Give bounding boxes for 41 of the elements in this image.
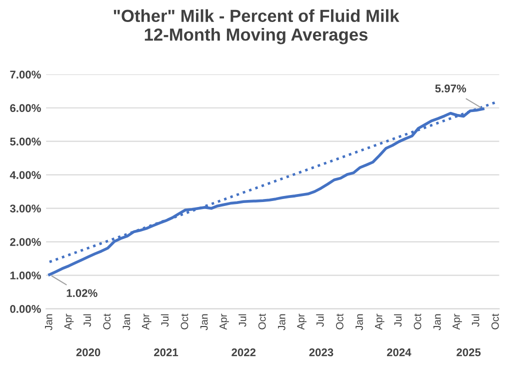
text: 2020 (76, 348, 100, 356)
x-tick-label: Jan (433, 314, 441, 330)
x-tick-label: Jan (45, 314, 52, 330)
text: 2023 (309, 348, 334, 356)
text: 2022 (232, 348, 256, 356)
x-tick-label: Apr (64, 314, 74, 330)
x-tick-label: Apr (142, 314, 152, 330)
x-tick-label: Jul (238, 314, 246, 327)
x-tick-label: Jul (160, 314, 169, 327)
x-tick-label: Jan (278, 314, 286, 330)
x-tick-label: Oct (336, 314, 344, 330)
text: 2021 (154, 348, 178, 356)
x-tick-label: Apr (375, 314, 384, 330)
x-tick-label: Jan (356, 314, 363, 330)
x-tick-label: Oct (491, 314, 499, 330)
chart-title: "Other" Milk - Percent of Fluid Milk 12-Month Moving Averages (114, 9, 400, 44)
x-tick-label: Apr (297, 314, 307, 330)
x-tick-label: Jul (83, 314, 91, 327)
y-tick-label: 5.00% (10, 138, 41, 146)
x-tick-label: Oct (180, 314, 188, 330)
y-tick-label: 6.00% (10, 104, 41, 112)
text: 2024 (386, 348, 412, 356)
text: 2025 (456, 348, 481, 356)
y-tick-label: 2.00% (10, 238, 41, 246)
x-tick-label: Oct (414, 314, 422, 330)
y-tick-label: 4.00% (10, 171, 41, 179)
x-tick-label: Oct (103, 314, 111, 330)
x-tick-label: Jan (200, 314, 208, 330)
y-tick-label: 0.00% (10, 305, 41, 313)
x-tick-label: Jul (472, 314, 480, 327)
x-tick-label: Jan (122, 314, 130, 330)
x-tick-label: Oct (258, 314, 266, 330)
y-tick-label: 1.00% (10, 272, 41, 280)
data-label: 5.97% (435, 84, 466, 92)
x-tick-label: Jul (394, 314, 402, 327)
x-tick-label: Apr (452, 314, 462, 330)
y-tick-label: 3.00% (10, 204, 41, 212)
y-tick-label: 7.00% (10, 70, 41, 79)
data-label: 1.02% (66, 289, 98, 298)
x-tick-label: Apr (220, 314, 229, 330)
x-tick-label: Jul (316, 314, 324, 327)
